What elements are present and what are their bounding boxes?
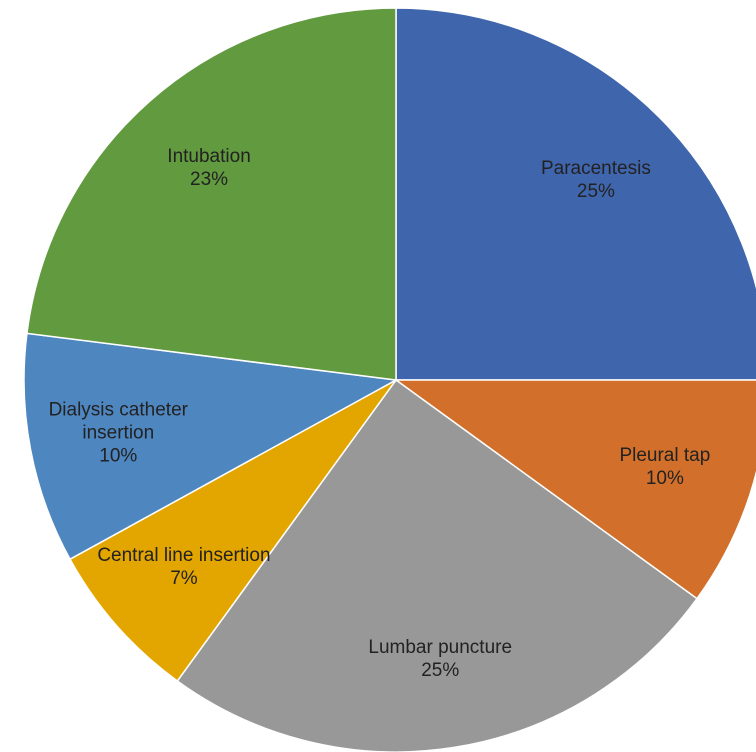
label-text: 25% (576, 181, 615, 203)
label-text: 10% (645, 468, 684, 490)
label-text: 23% (190, 168, 229, 190)
slice-label: Intubation 23% (121, 145, 297, 191)
label-text: Paracentesis (540, 158, 651, 180)
slice (23, 332, 399, 561)
label-text: Lumbar puncture (368, 637, 513, 659)
slice-label: Paracentesis 25% (508, 157, 684, 203)
slice-label: Lumbar puncture 25% (352, 636, 528, 682)
slice (68, 379, 397, 683)
slice-label: Pleural tap 10% (577, 444, 753, 490)
label-text: 7% (170, 567, 198, 589)
slice (26, 7, 397, 381)
slice-label: Central line insertion 7% (96, 544, 272, 590)
label-text: 10% (99, 445, 138, 467)
slice (395, 7, 756, 381)
label-text: Central line insertion (97, 544, 271, 566)
slice (393, 379, 756, 600)
label-text: Pleural tap (619, 445, 711, 467)
slice-label: Dialysis catheter insertion 10% (30, 398, 206, 467)
label-text: Intubation (167, 145, 251, 167)
label-text: Dialysis catheter insertion (48, 399, 188, 444)
slice (176, 378, 699, 752)
label-text: 25% (421, 660, 460, 682)
